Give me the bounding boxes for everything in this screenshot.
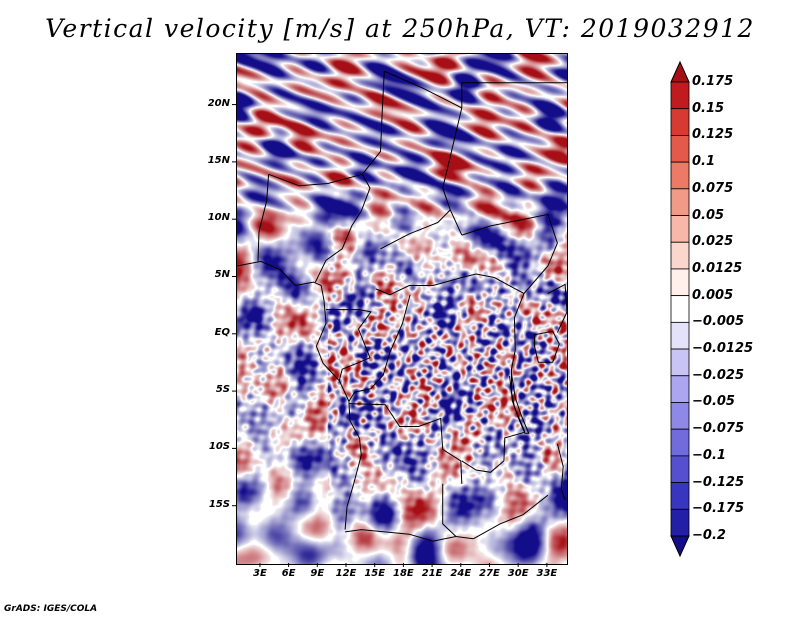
border-uganda-kenya — [547, 283, 567, 333]
border-nigeria-north — [268, 173, 363, 187]
colorbar-swatch — [670, 215, 690, 243]
lat-label: 5S — [215, 384, 230, 396]
border-zambia-south — [473, 494, 549, 540]
colorbar-max-arrow — [670, 60, 690, 83]
border-car-south — [375, 273, 495, 296]
lon-label: 18E — [393, 568, 414, 579]
colorbar-label: 0.175 — [692, 74, 734, 89]
border-drc-zambia — [461, 431, 526, 473]
colorbar-swatch — [670, 241, 690, 270]
border-chad-niger — [361, 71, 385, 175]
colorbar-label: 0.005 — [692, 287, 734, 303]
border-nigeria-cameroon — [314, 174, 371, 283]
colorbar-label: 0.05 — [692, 207, 725, 223]
country-borders — [237, 70, 567, 542]
lon-label: 27E — [479, 568, 500, 579]
border-sudan-libya — [461, 82, 472, 108]
lake-malawi — [556, 443, 566, 500]
colorbar-label: −0.005 — [692, 314, 745, 330]
colorbar-swatch — [670, 81, 690, 110]
colorbar-label: 0.0125 — [692, 260, 743, 276]
colorbar-label: −0.1 — [692, 447, 726, 463]
colorbar-swatch — [670, 428, 690, 457]
lon-label: 12E — [335, 568, 357, 579]
lon-label: 24E — [450, 568, 472, 579]
lat-label: 20N — [207, 97, 230, 109]
lon-label: 6E — [281, 568, 296, 579]
colorbar-label: −0.125 — [692, 474, 745, 490]
border-angola-zambia — [442, 483, 474, 540]
colorbar-label: −0.2 — [692, 528, 726, 543]
colorbar-swatch — [670, 375, 690, 403]
software-credit: GrADS: IGES/COLA — [4, 604, 98, 614]
colorbar-swatch — [670, 188, 690, 216]
colorbar-label: 0.1 — [692, 154, 716, 170]
lat-label: 10S — [208, 441, 230, 453]
lat-label: 15N — [207, 154, 230, 166]
border-congo-gabon — [326, 309, 372, 381]
border-drc-angola — [348, 403, 463, 484]
colorbar-label: −0.175 — [692, 501, 745, 517]
border-sudan-south — [461, 213, 558, 295]
lat-label: 15S — [208, 498, 230, 510]
colorbar-swatch — [670, 348, 690, 377]
colorbar-swatch — [670, 268, 690, 297]
colorbar-label: 0.075 — [692, 180, 734, 196]
colorbar-min-arrow — [670, 535, 690, 558]
lon-label: 9E — [310, 568, 325, 579]
border-angola-namibia — [345, 529, 457, 542]
lon-label: 30E — [507, 568, 529, 579]
colorbar-label: −0.0125 — [692, 341, 754, 357]
lon-label: 15E — [364, 568, 386, 579]
colorbar-swatch — [670, 455, 690, 483]
lat-label: 10N — [207, 212, 230, 224]
colorbar-label: 0.15 — [692, 100, 725, 116]
colorbar-label: −0.05 — [692, 394, 735, 410]
colorbar-swatch — [670, 482, 690, 510]
lake-tanganyika — [509, 373, 530, 434]
colorbar-label: −0.025 — [692, 367, 745, 383]
coastline-north — [237, 260, 322, 287]
border-congo-drc — [348, 294, 411, 402]
border-drc-east — [511, 293, 526, 433]
lon-label: 33E — [536, 568, 558, 579]
colorbar-label: 0.125 — [692, 127, 734, 143]
border-chad-sudan — [442, 107, 463, 236]
colorbar-swatch — [670, 402, 690, 430]
colorbar-label: 0.025 — [692, 234, 734, 250]
lon-label: 3E — [253, 568, 267, 579]
border-car-north — [380, 209, 451, 250]
velocity-field — [237, 54, 567, 564]
lake-victoria — [534, 330, 560, 363]
lon-label: 21E — [421, 568, 443, 579]
colorbar-label: −0.075 — [692, 421, 745, 437]
colorbar-swatch — [670, 161, 690, 190]
colorbar-swatch — [670, 108, 690, 136]
colorbar-swatch — [670, 321, 690, 350]
map-title: Vertical velocity [m/s] at 250hPa, VT: 2… — [45, 14, 755, 43]
lat-label: 5N — [214, 269, 230, 281]
colorbar-swatch — [670, 508, 690, 537]
colorbar-swatch — [670, 295, 690, 323]
coastline-west — [315, 285, 362, 530]
velocity-map — [236, 53, 568, 565]
border-nigeria-benin — [257, 174, 270, 262]
lat-label: EQ — [214, 326, 230, 338]
colorbar-swatch — [670, 135, 690, 163]
border-libya-chad — [384, 70, 463, 109]
